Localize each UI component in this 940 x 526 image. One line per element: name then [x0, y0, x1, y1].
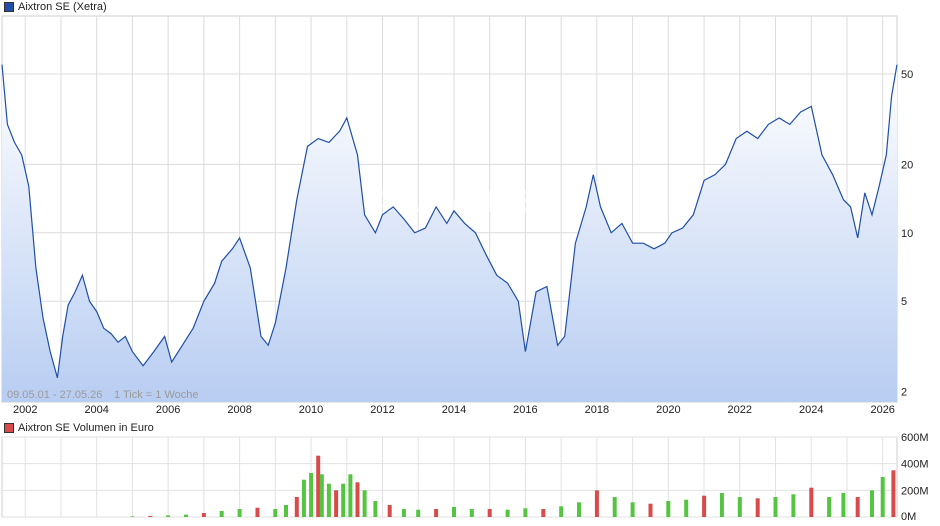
- volume-bar: [166, 515, 171, 517]
- price-legend-swatch: [4, 2, 14, 12]
- volume-bar: [326, 483, 331, 517]
- volume-bar: [737, 497, 742, 517]
- volume-y-tick-200M: 200M: [901, 485, 929, 497]
- volume-bar: [702, 495, 707, 517]
- price-x-tick-2002: 2002: [13, 404, 37, 416]
- volume-bar: [452, 507, 456, 517]
- price-x-tick-2022: 2022: [728, 404, 752, 416]
- price-y-tick-20: 20: [901, 159, 913, 171]
- volume-bar: [355, 482, 360, 517]
- volume-bar: [487, 509, 492, 517]
- price-line: [1, 64, 898, 378]
- volume-bar: [880, 477, 885, 517]
- price-legend-label: Aixtron SE (Xetra): [18, 1, 107, 13]
- volume-bar: [362, 490, 367, 517]
- volume-bar: [130, 516, 135, 517]
- volume-bar: [309, 473, 314, 517]
- volume-bar: [284, 505, 288, 517]
- volume-bar: [809, 487, 814, 517]
- volume-bar: [416, 509, 421, 517]
- volume-bar: [341, 483, 346, 517]
- volume-bar: [505, 509, 510, 517]
- volume-legend: Aixtron SE Volumen in Euro: [4, 421, 154, 435]
- price-x-tick-2014: 2014: [442, 404, 466, 416]
- price-x-tick-2018: 2018: [585, 404, 609, 416]
- price-x-tick-2008: 2008: [227, 404, 251, 416]
- price-y-tick-50: 50: [901, 69, 913, 81]
- volume-legend-swatch: [4, 423, 14, 433]
- volume-y-tick-600M: 600M: [901, 432, 929, 444]
- volume-bar: [294, 497, 299, 517]
- volume-bar: [666, 501, 671, 517]
- volume-bar: [401, 509, 406, 517]
- volume-y-tick-labels: 0M 200M 400M 600M: [901, 432, 929, 523]
- volume-bar: [373, 501, 378, 517]
- volume-bar: [870, 490, 874, 517]
- volume-y-tick-400M: 400M: [901, 459, 929, 471]
- volume-bar: [184, 514, 188, 517]
- volume-bar: [255, 507, 260, 517]
- price-y-tick-5: 5: [901, 296, 907, 308]
- volume-bar: [559, 506, 564, 517]
- price-area-fill: [2, 64, 897, 402]
- price-y-tick-2: 2: [901, 387, 907, 399]
- price-x-tick-2006: 2006: [156, 404, 180, 416]
- volume-bar: [719, 493, 724, 517]
- volume-bar: [334, 490, 339, 517]
- price-x-tick-2012: 2012: [370, 404, 394, 416]
- volume-bar: [612, 497, 617, 517]
- volume-bar: [773, 497, 778, 517]
- volume-bar: [841, 493, 846, 517]
- price-x-tick-2004: 2004: [84, 404, 108, 416]
- volume-bar: [148, 515, 153, 517]
- price-x-tick-2020: 2020: [656, 404, 680, 416]
- volume-bar: [434, 509, 439, 517]
- volume-y-tick-0M: 0M: [901, 511, 916, 523]
- volume-bar: [755, 498, 760, 517]
- volume-bar: [791, 494, 796, 517]
- volume-bar: [541, 509, 546, 517]
- price-x-tick-2016: 2016: [513, 404, 537, 416]
- volume-bar: [855, 497, 860, 517]
- volume-bar: [630, 502, 635, 517]
- volume-bar: [316, 455, 321, 517]
- price-y-tick-10: 10: [901, 228, 913, 240]
- volume-legend-label: Aixtron SE Volumen in Euro: [18, 422, 154, 434]
- volume-bar: [387, 505, 392, 517]
- volume-bar: [577, 502, 581, 517]
- volume-bar: [594, 490, 599, 517]
- price-x-tick-2010: 2010: [299, 404, 323, 416]
- volume-plot-area: [1, 436, 898, 518]
- volume-bar: [523, 508, 528, 517]
- price-x-tick-2024: 2024: [799, 404, 823, 416]
- volume-bars: [130, 455, 896, 517]
- date-range-label: 09.05.01 - 27.05.26: [7, 389, 102, 401]
- volume-bar: [684, 499, 689, 517]
- tick-info-label: 1 Tick = 1 Woche: [114, 389, 198, 401]
- volume-bar: [891, 470, 896, 517]
- volume-bar: [237, 509, 242, 517]
- price-x-tick-labels: 2002 2004 2006 2008 2010 2012 2014 2016 2018 2020…: [13, 404, 895, 416]
- watermark: ARIVA.DE: [368, 185, 530, 220]
- volume-bar: [301, 479, 306, 517]
- volume-bar: [648, 503, 653, 517]
- volume-bar: [319, 474, 324, 517]
- volume-bar: [273, 509, 278, 517]
- volume-bar: [827, 497, 832, 517]
- price-legend: Aixtron SE (Xetra): [4, 0, 107, 14]
- volume-bar: [201, 513, 206, 517]
- volume-bar: [219, 511, 224, 517]
- volume-bar: [469, 509, 474, 517]
- price-x-tick-2026: 2026: [870, 404, 894, 416]
- volume-bar: [348, 474, 353, 517]
- price-y-tick-labels: 2 5 10 20 50: [901, 69, 913, 399]
